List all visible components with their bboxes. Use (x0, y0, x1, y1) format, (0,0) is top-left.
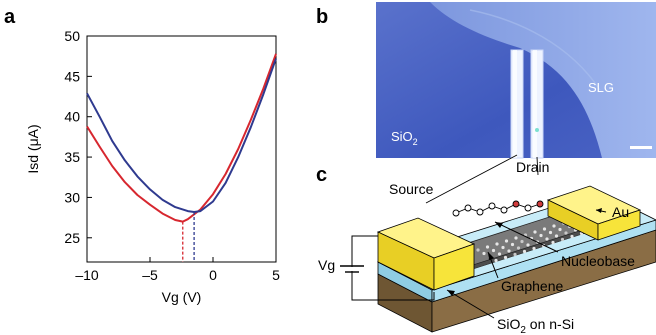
slg-label: SLG (588, 80, 614, 95)
graphene-dot (552, 224, 556, 228)
y-tick-label: 50 (64, 28, 80, 44)
gate-wire (351, 235, 435, 301)
graphene-dot (533, 230, 537, 234)
graphene-dot (507, 249, 511, 253)
graphene-dot (545, 237, 549, 241)
graphene-dot (504, 239, 509, 243)
graphene-dot (485, 245, 490, 249)
graphene-dot (570, 234, 574, 239)
y-tick-label: 45 (64, 68, 80, 84)
graphene-dot (476, 248, 480, 252)
y-tick-label: 35 (64, 149, 80, 165)
graphene-flake-region (430, 2, 656, 158)
graphene-label: Graphene (501, 278, 563, 294)
graphene-dot (539, 233, 543, 238)
drain-leader-line (536, 156, 539, 176)
x-tick-label: –5 (142, 267, 158, 283)
source-label: Source (389, 181, 434, 197)
graphene-dot (482, 251, 486, 256)
y-tick-label: 40 (64, 109, 80, 125)
x-tick-label: 0 (209, 267, 217, 283)
graphene-dot (516, 246, 521, 250)
source-pad-side (433, 243, 475, 291)
sio2-label: SiO2 (391, 129, 418, 147)
y-tick-label: 30 (64, 189, 80, 205)
drain-label: Drain (516, 159, 549, 175)
vg-label: Vg (318, 257, 335, 273)
graphene-dot (564, 231, 568, 235)
graphene-dot (560, 237, 565, 242)
graphene-dot (522, 249, 527, 254)
graphene-dot (491, 248, 496, 253)
graphene-dot (513, 252, 517, 257)
substrate-arrow (446, 289, 495, 319)
graphene-dot (551, 240, 555, 245)
plot-frame (86, 35, 277, 263)
series-line-1 (86, 53, 277, 223)
graphene-dot (497, 252, 502, 256)
drain-pad-side (597, 209, 641, 241)
graphene-dot (510, 242, 515, 247)
graphene-dot (520, 239, 524, 244)
graphene-dot (514, 236, 518, 240)
y-tick-label: 25 (64, 230, 80, 246)
scale-bar (630, 146, 652, 149)
x-axis-label: Vg (V) (162, 289, 202, 305)
series-line-2 (86, 58, 277, 213)
x-tick-label: –10 (75, 267, 99, 283)
electrode-spot (535, 128, 539, 132)
nucleobase-molecule-chain (452, 200, 544, 217)
graphene-dot (526, 243, 530, 247)
panel-c-letter: c (316, 164, 328, 186)
au-label: Au (612, 204, 629, 220)
nucleobase-label: Nucleobase (561, 253, 635, 269)
graphene-dot (542, 227, 547, 231)
graphene-dot (494, 258, 498, 263)
substrate-label: SiO2 on n-Si (497, 316, 574, 335)
graphene-dot (495, 242, 499, 246)
graphene-dot (548, 230, 553, 235)
graphene-dot (554, 234, 559, 238)
graphene-dot (501, 245, 505, 250)
graphene-dot (558, 227, 562, 232)
graphene-dot (503, 255, 508, 260)
flake-edge-highlight (469, 9, 601, 91)
nucleobase-arrow (494, 221, 559, 253)
y-axis-label: Isd (μA) (25, 124, 41, 173)
x-tick-label: 5 (272, 267, 280, 283)
panel-a-letter: a (4, 6, 16, 28)
graphene-dot (532, 246, 536, 251)
panel-b-letter: b (316, 6, 329, 28)
source-leader-line (425, 154, 518, 204)
